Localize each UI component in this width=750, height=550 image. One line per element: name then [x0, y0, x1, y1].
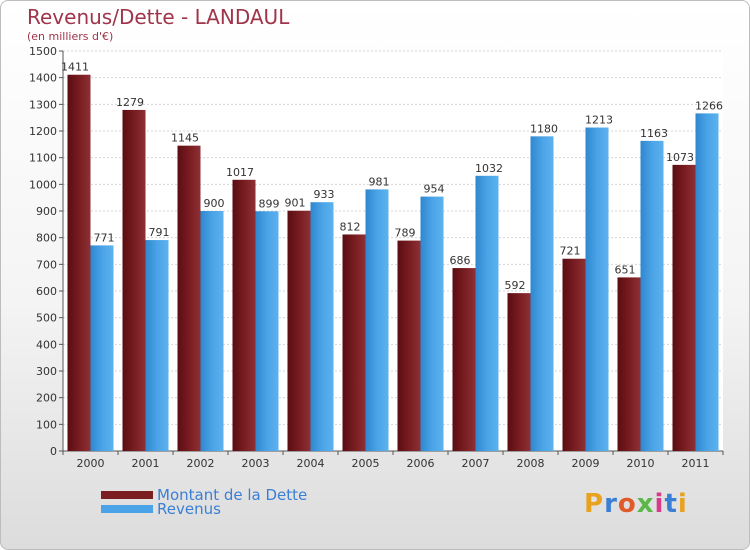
- data-label: 791: [149, 226, 170, 239]
- data-label: 812: [340, 220, 361, 233]
- data-label: 651: [615, 263, 636, 276]
- bar-dette: [562, 258, 586, 451]
- data-label: 1017: [226, 166, 254, 179]
- data-label: 789: [395, 227, 416, 240]
- legend-swatch-dette: [101, 491, 153, 499]
- bar-revenus: [255, 211, 279, 451]
- y-tick-label: 700: [36, 258, 57, 271]
- data-label: 686: [450, 254, 471, 267]
- bar-revenus: [585, 127, 609, 452]
- x-tick-label: 2006: [407, 457, 435, 470]
- chart-subtitle: (en milliers d'€): [27, 30, 114, 43]
- data-label: 1163: [640, 127, 668, 140]
- bar-revenus: [420, 196, 444, 451]
- data-label: 981: [369, 175, 390, 188]
- y-tick-label: 600: [36, 285, 57, 298]
- y-tick-label: 300: [36, 365, 57, 378]
- x-tick-label: 2004: [297, 457, 325, 470]
- bars: [67, 74, 719, 452]
- x-tick-label: 2007: [462, 457, 490, 470]
- bar-dette: [617, 277, 641, 451]
- y-tick-label: 200: [36, 392, 57, 405]
- bar-dette: [67, 74, 91, 451]
- y-tick-label: 1300: [29, 98, 57, 111]
- proxiti-logo: Proxiti: [584, 489, 688, 519]
- bar-dette: [122, 109, 146, 451]
- y-tick-label: 1100: [29, 152, 57, 165]
- bar-dette: [672, 164, 696, 451]
- bar-revenus: [90, 245, 114, 451]
- data-label: 1266: [695, 99, 723, 112]
- x-tick-label: 2011: [682, 457, 710, 470]
- data-label: 1032: [475, 162, 503, 175]
- data-label: 1073: [666, 151, 694, 164]
- data-label: 900: [204, 197, 225, 210]
- data-label: 771: [94, 231, 115, 244]
- data-label: 1213: [585, 114, 613, 127]
- bar-revenus: [695, 113, 719, 452]
- y-tick-label: 900: [36, 205, 57, 218]
- bar-revenus: [530, 136, 554, 452]
- bar-dette: [507, 293, 531, 451]
- x-tick-label: 2010: [627, 457, 655, 470]
- y-tick-label: 500: [36, 312, 57, 325]
- y-tick-label: 1500: [29, 45, 57, 58]
- bar-revenus: [310, 202, 334, 451]
- bar-revenus: [475, 175, 499, 452]
- data-label: 1145: [171, 132, 199, 145]
- y-tick-label: 100: [36, 418, 57, 431]
- x-tick-label: 2003: [242, 457, 270, 470]
- bar-dette: [397, 240, 421, 451]
- bar-revenus: [145, 240, 169, 451]
- plot-area: [63, 51, 723, 451]
- y-tick-label: 800: [36, 232, 57, 245]
- bar-dette: [452, 268, 476, 451]
- data-label: 592: [505, 279, 526, 292]
- bar-revenus: [200, 211, 224, 451]
- x-tick-label: 2002: [187, 457, 215, 470]
- grid-lines: [63, 50, 723, 452]
- data-label: 901: [285, 197, 306, 210]
- y-tick-label: 1200: [29, 125, 57, 138]
- data-labels: 1411 771 1279 791 1145 900 1017 899 901 933 812 981…: [61, 61, 723, 292]
- data-label: 721: [560, 245, 581, 258]
- bar-dette: [287, 210, 311, 451]
- x-tick-label: 2008: [517, 457, 545, 470]
- y-tick-label: 1400: [29, 72, 57, 85]
- bar-revenus: [365, 189, 389, 451]
- bar-revenus: [640, 140, 664, 451]
- data-label: 899: [259, 197, 280, 210]
- legend-label-dette: Montant de la Dette: [157, 486, 308, 504]
- x-tick-label: 2009: [572, 457, 600, 470]
- legend-swatch-revenus: [101, 505, 153, 513]
- data-label: 954: [424, 183, 445, 196]
- chart-title: Revenus/Dette - LANDAUL: [27, 5, 290, 29]
- bar-dette: [177, 145, 201, 451]
- y-tick-label: 0: [50, 445, 57, 458]
- x-tick-label: 2001: [132, 457, 160, 470]
- data-label: 1180: [530, 122, 558, 135]
- legend-label-revenus: Revenus: [157, 500, 221, 518]
- bar-dette: [232, 179, 256, 452]
- axes: 0 100 200 300 400 500 600 700 800 900 1000 1100 1200…: [29, 45, 724, 470]
- data-label: 933: [314, 188, 335, 201]
- y-tick-label: 400: [36, 338, 57, 351]
- x-tick-label: 2005: [352, 457, 380, 470]
- data-label: 1411: [61, 61, 89, 74]
- bar-dette: [342, 234, 366, 451]
- x-tick-label: 2000: [77, 457, 105, 470]
- data-label: 1279: [116, 96, 144, 109]
- y-tick-label: 1000: [29, 178, 57, 191]
